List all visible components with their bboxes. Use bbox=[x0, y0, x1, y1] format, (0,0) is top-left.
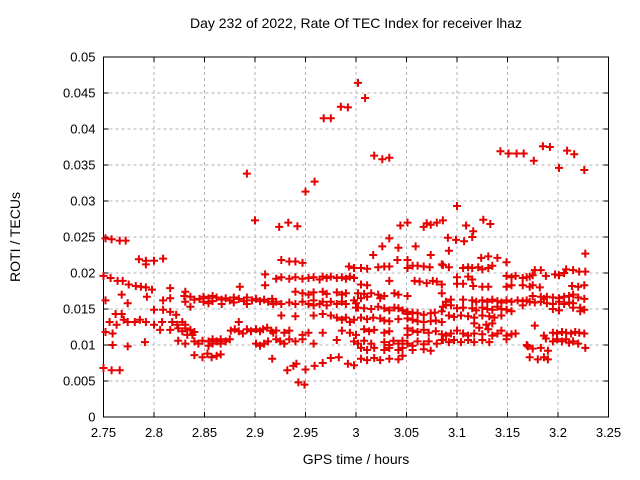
y-tick-label: 0.045 bbox=[63, 86, 96, 101]
x-tick-label: 2.9 bbox=[246, 425, 264, 440]
x-tick-label: 3 bbox=[352, 425, 359, 440]
x-tick-label: 3.1 bbox=[448, 425, 466, 440]
y-tick-label: 0.035 bbox=[63, 158, 96, 173]
y-axis-label: ROTI / TECUs bbox=[7, 192, 23, 282]
x-tick-label: 3.05 bbox=[394, 425, 419, 440]
y-tick-label: 0.005 bbox=[63, 374, 96, 389]
x-tick-label: 3.2 bbox=[549, 425, 567, 440]
plot-border bbox=[103, 56, 609, 418]
y-tick-label: 0.03 bbox=[70, 194, 95, 209]
y-tick-label: 0.015 bbox=[63, 302, 96, 317]
y-tick-label: 0.025 bbox=[63, 230, 96, 245]
y-tick-label: 0.02 bbox=[70, 266, 95, 281]
x-tick-label: 3.15 bbox=[495, 425, 520, 440]
x-tick-label: 2.95 bbox=[293, 425, 318, 440]
x-tick-label: 2.8 bbox=[145, 425, 163, 440]
x-tick-label: 2.85 bbox=[192, 425, 217, 440]
y-tick-label: 0.04 bbox=[70, 122, 95, 137]
x-axis-label: GPS time / hours bbox=[302, 451, 410, 467]
data-point-markers bbox=[99, 78, 590, 389]
y-tick-label: 0.01 bbox=[70, 338, 95, 353]
y-tick-label: 0.05 bbox=[70, 50, 95, 65]
x-tick-label: 2.75 bbox=[91, 425, 116, 440]
y-tick-label: 0 bbox=[88, 410, 95, 425]
x-tick-label: 3.25 bbox=[596, 425, 621, 440]
chart-title: Day 232 of 2022, Rate Of TEC Index for r… bbox=[189, 15, 523, 31]
